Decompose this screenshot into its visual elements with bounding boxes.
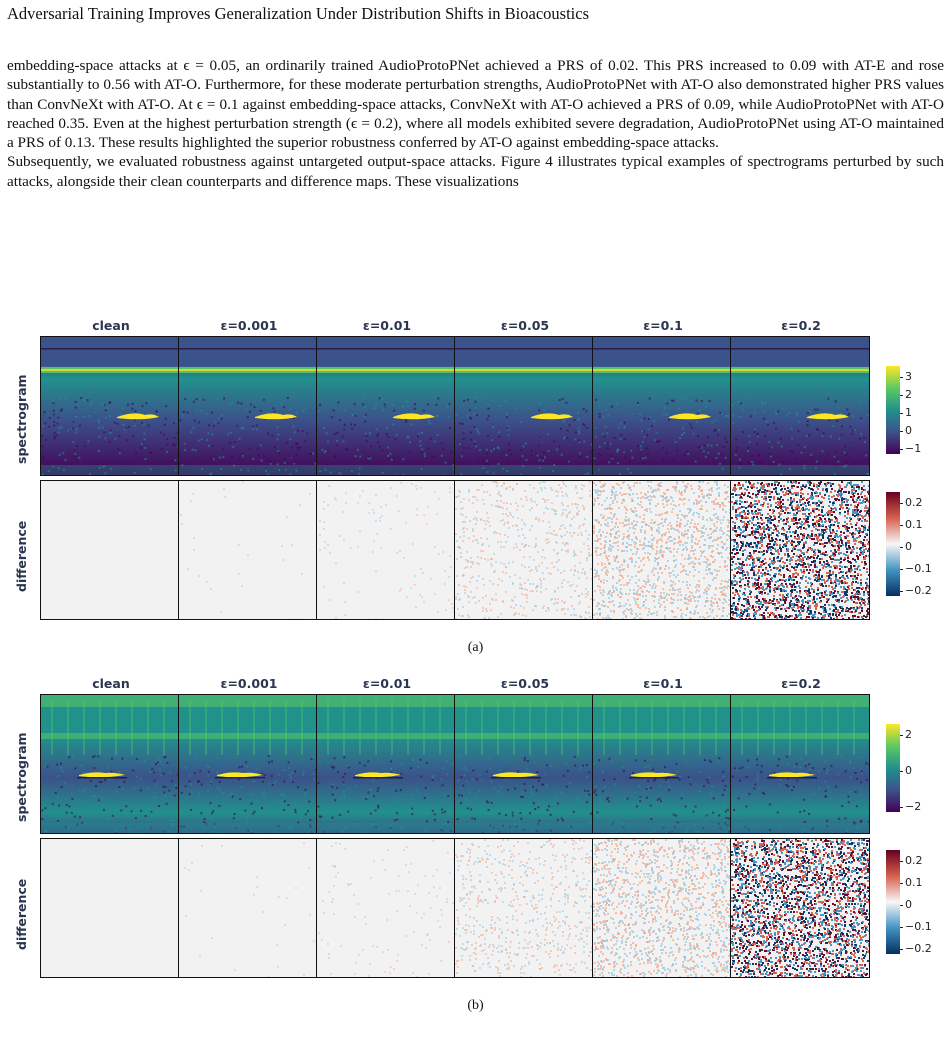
colorbar-tick-label: 0 (900, 424, 912, 437)
difference-panel (730, 480, 870, 620)
colorbar-tick-label: −0.1 (900, 920, 932, 933)
spectrogram-panel (592, 694, 732, 834)
figure-b: clean ε=0.001 ε=0.01 ε=0.05 ε=0.1 ε=0.2 spectr… (0, 676, 951, 1021)
column-header: ε=0.01 (362, 676, 412, 691)
column-header: clean (92, 318, 130, 333)
column-header: ε=0.001 (220, 676, 278, 691)
column-header: ε=0.2 (781, 318, 821, 333)
column-header: ε=0.2 (781, 676, 821, 691)
column-header: clean (92, 676, 130, 691)
column-header: ε=0.05 (500, 318, 550, 333)
colorbar-tick-label: −0.1 (900, 562, 932, 575)
spectrogram-panel (454, 336, 594, 476)
row-label-spectrogram: spectrogram (14, 732, 29, 822)
difference-panel (592, 480, 732, 620)
figure-a: clean ε=0.001 ε=0.01 ε=0.05 ε=0.1 ε=0.2 spectr… (0, 318, 951, 663)
difference-panel (316, 480, 456, 620)
colorbar-tick-label: −1 (899, 442, 922, 455)
spectrogram-panel (730, 336, 870, 476)
colorbar-tick-label: 0.2 (900, 854, 923, 867)
difference-panel (40, 838, 180, 978)
difference-panel (40, 480, 180, 620)
spectrogram-panel (454, 694, 594, 834)
colorbar-tick-label: 0 (900, 898, 912, 911)
colorbar-tick-label: 0 (900, 764, 912, 777)
row-label-difference: difference (14, 520, 29, 592)
spectrogram-panel (40, 336, 180, 476)
difference-panel (454, 480, 594, 620)
spectrogram-panel (316, 694, 456, 834)
paragraph-2: Subsequently, we evaluated robustness ag… (7, 153, 944, 190)
figure-caption: (b) (467, 998, 484, 1013)
body-text: embedding-space attacks at ϵ = 0.05, an … (7, 56, 944, 191)
spectrogram-colorbar (886, 366, 900, 454)
difference-colorbar (886, 850, 900, 954)
spectrogram-panel (316, 336, 456, 476)
difference-colorbar (886, 492, 900, 596)
difference-panel (730, 838, 870, 978)
running-header: Adversarial Training Improves Generaliza… (7, 4, 589, 23)
column-header: ε=0.001 (220, 318, 278, 333)
colorbar-tick-label: −0.2 (900, 942, 932, 955)
colorbar-tick-label: 2 (900, 388, 912, 401)
colorbar-tick-label: 3 (900, 370, 912, 383)
difference-panel (178, 838, 318, 978)
spectrogram-panel (178, 694, 318, 834)
colorbar-tick-label: 1 (900, 406, 912, 419)
spectrogram-colorbar (886, 724, 900, 812)
spectrogram-panel (730, 694, 870, 834)
column-header: ε=0.1 (643, 676, 683, 691)
difference-panel (178, 480, 318, 620)
colorbar-tick-label: 0.1 (900, 876, 923, 889)
difference-panel (454, 838, 594, 978)
colorbar-tick-label: −0.2 (900, 584, 932, 597)
colorbar-tick-label: 2 (900, 728, 912, 741)
column-header: ε=0.01 (362, 318, 412, 333)
column-header: ε=0.1 (643, 318, 683, 333)
colorbar-tick-label: 0 (900, 540, 912, 553)
difference-panel (316, 838, 456, 978)
colorbar-tick-label: 0.2 (900, 496, 923, 509)
paragraph-1: embedding-space attacks at ϵ = 0.05, an … (7, 57, 944, 152)
colorbar-tick-label: 0.1 (900, 518, 923, 531)
difference-panel (592, 838, 732, 978)
spectrogram-panel (40, 694, 180, 834)
row-label-spectrogram: spectrogram (14, 374, 29, 464)
spectrogram-panel (592, 336, 732, 476)
colorbar-tick-label: −2 (899, 800, 922, 813)
figure-caption: (a) (467, 640, 484, 655)
spectrogram-panel (178, 336, 318, 476)
row-label-difference: difference (14, 878, 29, 950)
column-header: ε=0.05 (500, 676, 550, 691)
